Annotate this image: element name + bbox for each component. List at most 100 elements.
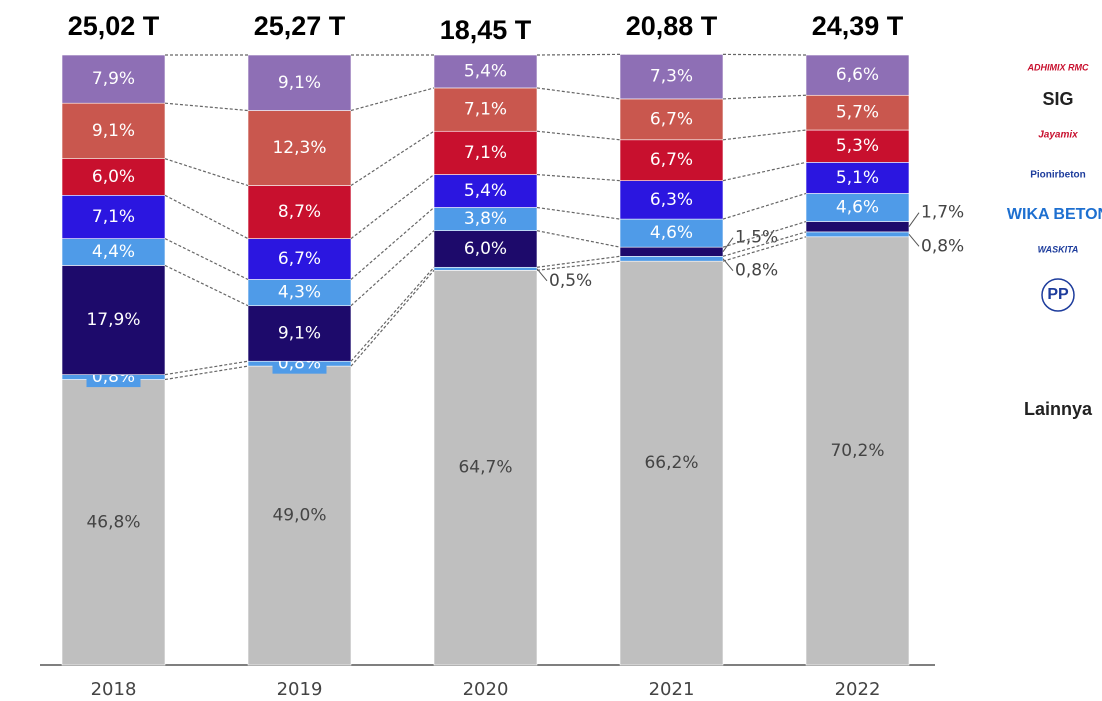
value-label: 4,3% xyxy=(278,283,321,303)
bar-segment xyxy=(619,98,724,141)
connector xyxy=(164,194,249,240)
value-label: 6,0% xyxy=(92,167,135,187)
value-label: 0,5% xyxy=(549,271,592,291)
value-label: 6,7% xyxy=(650,150,693,170)
connector xyxy=(164,158,249,187)
bar-segment xyxy=(805,94,910,131)
connector xyxy=(536,87,621,100)
x-tick-label: 2021 xyxy=(649,679,695,700)
value-label: 4,6% xyxy=(650,223,693,243)
bar-segment xyxy=(247,279,352,307)
bar-segment xyxy=(61,158,166,196)
leader xyxy=(722,237,734,253)
connector xyxy=(350,130,435,187)
connector xyxy=(350,207,435,280)
value-label: 6,0% xyxy=(464,239,507,259)
bar-segment xyxy=(61,265,166,375)
value-label: 66,2% xyxy=(644,453,698,473)
connector xyxy=(350,174,435,240)
bar-segment xyxy=(619,180,724,220)
value-label: 6,6% xyxy=(836,65,879,85)
connector xyxy=(722,220,807,248)
bar-segment xyxy=(805,193,910,222)
legend-entry: SIG xyxy=(1042,89,1073,109)
value-label: 5,4% xyxy=(464,61,507,81)
bar-segment xyxy=(805,162,910,194)
connector xyxy=(164,264,249,307)
value-label: 7,9% xyxy=(92,69,135,89)
x-tick-label: 2022 xyxy=(835,679,881,700)
value-label: 64,7% xyxy=(458,458,512,478)
total-label: 24,39 T xyxy=(812,11,904,41)
value-label: 1,7% xyxy=(921,203,964,223)
bar-segment xyxy=(433,270,538,666)
connector xyxy=(164,102,249,112)
value-label: 6,3% xyxy=(650,190,693,210)
bar-segment xyxy=(433,230,538,268)
bar-segment xyxy=(433,54,538,89)
value-label: 17,9% xyxy=(86,310,140,330)
total-label: 20,88 T xyxy=(626,11,718,41)
legend-entry: Lainnya xyxy=(1024,399,1093,419)
bar-segment xyxy=(805,221,910,233)
bar-segment xyxy=(247,238,352,280)
connector xyxy=(164,365,249,381)
total-label: 18,45 T xyxy=(440,15,532,45)
value-label: 1,5% xyxy=(735,228,778,248)
legend-entry: ADHIMIX RMC xyxy=(1027,62,1089,72)
connector xyxy=(722,129,807,141)
value-label: 4,6% xyxy=(836,198,879,218)
value-label: 4,4% xyxy=(92,242,135,262)
bar-segment xyxy=(805,231,910,238)
value-label: 6,7% xyxy=(278,249,321,269)
leader xyxy=(908,234,920,247)
bar-segment xyxy=(433,130,538,175)
bar-segment xyxy=(247,54,352,111)
bar-segment xyxy=(247,185,352,239)
connector xyxy=(164,360,249,376)
bar-segment xyxy=(61,54,166,104)
bar-segment xyxy=(247,365,352,666)
bar-segment xyxy=(433,87,538,132)
bar-segment xyxy=(619,260,724,666)
bar-segment xyxy=(433,266,538,271)
connector xyxy=(350,269,435,367)
value-label: 70,2% xyxy=(830,441,884,461)
value-label: 7,1% xyxy=(92,207,135,227)
total-label: 25,27 T xyxy=(254,11,346,41)
x-tick-label: 2020 xyxy=(463,679,509,700)
value-label: 9,1% xyxy=(278,73,321,93)
legend-logo-ring xyxy=(1041,278,1075,312)
value-label: 6,7% xyxy=(650,109,693,129)
value-label: 8,7% xyxy=(278,202,321,222)
connector xyxy=(536,255,621,268)
connector xyxy=(722,53,807,56)
connector xyxy=(350,230,435,307)
connector xyxy=(722,161,807,182)
leader xyxy=(536,268,548,282)
bar-segment xyxy=(619,54,724,100)
bar-segment xyxy=(61,102,166,160)
value-label: 12,3% xyxy=(272,138,326,158)
bar-segment xyxy=(61,238,166,266)
connector xyxy=(536,230,621,248)
value-label: 7,3% xyxy=(650,67,693,87)
total-label: 25,02 T xyxy=(68,11,160,41)
leader xyxy=(908,212,920,228)
value-label: 5,7% xyxy=(836,103,879,123)
legend-entry: WIKA BETON xyxy=(1007,206,1102,223)
bar-segment xyxy=(247,110,352,186)
bar-segment xyxy=(619,255,724,262)
legend-entry: WASKITA xyxy=(1038,244,1079,254)
connector xyxy=(722,192,807,220)
bar-segment xyxy=(805,54,910,96)
value-label: 46,8% xyxy=(86,512,140,532)
value-label: 9,1% xyxy=(278,323,321,343)
bar-segment xyxy=(61,379,166,666)
bar-segment xyxy=(619,246,724,257)
value-label: 3,8% xyxy=(464,209,507,229)
bar-segment xyxy=(619,218,724,248)
connector xyxy=(536,173,621,182)
legend-entry: Jayamix xyxy=(1038,130,1078,141)
connector xyxy=(722,94,807,100)
